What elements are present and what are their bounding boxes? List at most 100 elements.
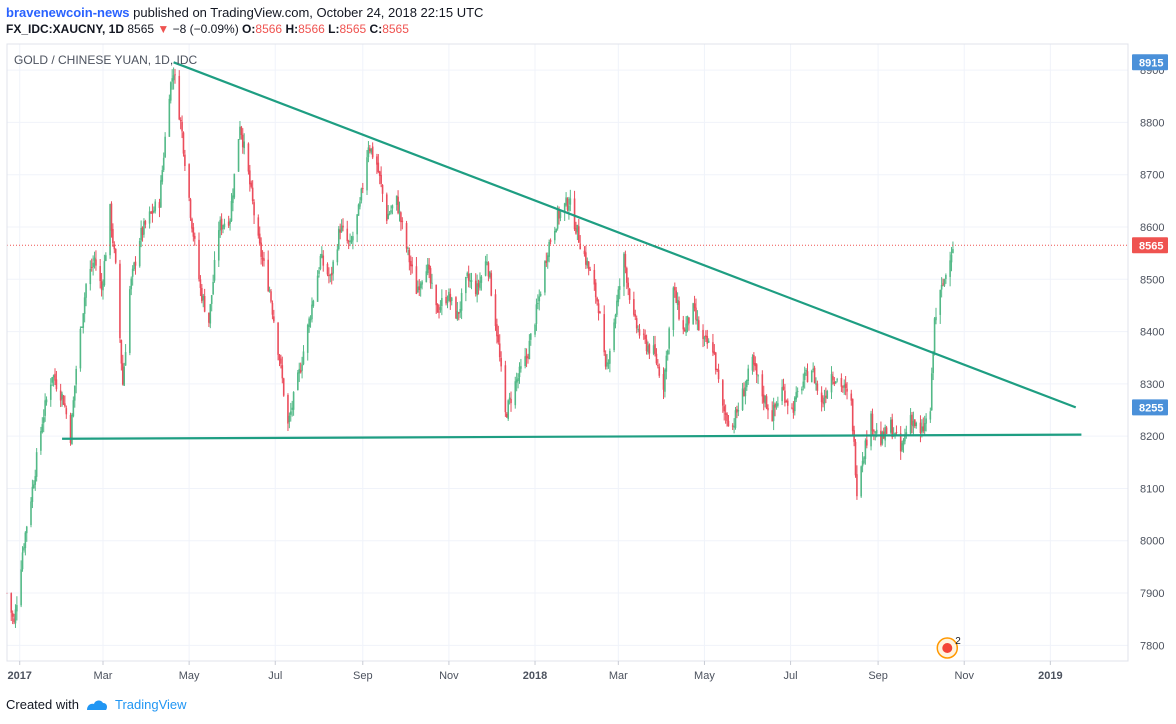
created-with-text: Created with: [6, 697, 79, 712]
candle-up: [576, 224, 579, 233]
candle-up: [823, 397, 826, 405]
candle-up: [352, 236, 354, 241]
candle-down: [120, 340, 123, 364]
candle-down: [174, 74, 176, 76]
candle-up: [370, 148, 373, 153]
candle-up: [123, 366, 125, 386]
candle-up: [51, 377, 53, 383]
candle-up: [614, 314, 617, 324]
trendlines[interactable]: [62, 61, 1082, 440]
candle-up: [268, 290, 271, 292]
candle-up: [803, 372, 806, 380]
candle-down: [258, 233, 261, 244]
trendline-descending-resistance[interactable]: [173, 61, 1077, 409]
candle-down: [11, 613, 14, 617]
candle-up: [340, 225, 343, 232]
candle-down: [717, 369, 720, 380]
candle-down: [347, 240, 350, 242]
candle-down: [371, 146, 374, 158]
candle-up: [775, 403, 778, 407]
candle-down: [144, 220, 147, 225]
candle-up: [470, 280, 473, 282]
candle-up: [52, 375, 55, 378]
candle-down: [603, 314, 606, 353]
candle-up: [810, 370, 813, 383]
candle-down: [813, 367, 816, 384]
candle-down: [885, 427, 888, 434]
candle-up: [230, 201, 233, 222]
candle-up: [219, 219, 221, 231]
candle-up: [676, 299, 679, 305]
candle-down: [273, 316, 275, 322]
candle-up: [929, 411, 932, 420]
candle-up: [734, 410, 737, 428]
candle-down: [844, 383, 847, 388]
candle-down: [134, 261, 137, 266]
time-axis[interactable]: 2017 Mar May Jul Sep Nov 2018 Mar May Jul Sep Nov 20…: [7, 661, 1063, 682]
candle-down: [525, 355, 528, 359]
trendline-horizontal-support[interactable]: [62, 433, 1082, 440]
candle-down: [397, 196, 399, 214]
candle-down: [328, 274, 330, 277]
candle-down: [119, 263, 121, 339]
candle-up: [140, 227, 142, 241]
candle-up: [696, 318, 699, 322]
tradingview-link[interactable]: TradingView: [114, 697, 187, 712]
event-badge[interactable]: 2: [936, 636, 961, 659]
candle-up: [764, 395, 766, 404]
candle-up: [292, 392, 295, 410]
candle-up: [306, 324, 309, 353]
candle-down: [455, 297, 457, 319]
candle-up: [781, 387, 783, 402]
candle-up: [93, 257, 96, 261]
candle-up: [321, 253, 323, 258]
candle-up: [391, 205, 394, 209]
candle-down: [55, 379, 58, 390]
candle-down: [702, 329, 704, 339]
candle-up: [546, 255, 549, 262]
price-label-box: [1132, 54, 1168, 71]
candle-down: [891, 419, 894, 438]
candle-down: [361, 188, 364, 190]
author-link[interactable]: bravenewcoin-news: [6, 5, 130, 20]
change-value: −8 (−0.09%): [172, 22, 239, 36]
time-tick-label: 2018: [523, 670, 547, 682]
candle-up: [864, 440, 867, 459]
close-value: 8565: [382, 22, 409, 36]
candle-down: [648, 344, 651, 354]
candle-down: [832, 376, 834, 381]
candle-down: [191, 218, 193, 229]
candle-up: [154, 201, 157, 212]
candle-down: [505, 413, 508, 418]
candle-up: [930, 373, 933, 411]
candle-up: [909, 415, 912, 434]
candle-down: [112, 228, 114, 244]
candle-up: [133, 262, 135, 270]
candle-up: [737, 410, 740, 412]
candle-down: [69, 414, 72, 443]
candle-up: [826, 391, 829, 399]
candle-down: [785, 401, 788, 403]
candle-up: [398, 210, 401, 214]
candle-up: [33, 484, 35, 488]
candle-down: [201, 287, 203, 302]
candle-down: [500, 357, 502, 367]
candle-down: [490, 273, 493, 296]
candle-down: [782, 386, 785, 390]
plot-border: [6, 43, 1129, 662]
candle-down: [627, 282, 630, 288]
candle-up: [484, 261, 487, 276]
candle-up: [222, 225, 224, 230]
candle-up: [308, 318, 310, 328]
candle-down: [624, 254, 627, 268]
candle-down: [842, 386, 844, 388]
candle-up: [524, 356, 526, 367]
price-axis[interactable]: 7800 7900 8000 8100 8200 8300 8400 8500 8600 8700…: [1132, 54, 1168, 652]
candle-down: [911, 414, 913, 426]
candle-up: [834, 381, 837, 384]
candle-down: [712, 342, 714, 353]
candle-up: [480, 276, 483, 283]
candle-down: [270, 291, 272, 302]
candle-down: [457, 312, 460, 314]
